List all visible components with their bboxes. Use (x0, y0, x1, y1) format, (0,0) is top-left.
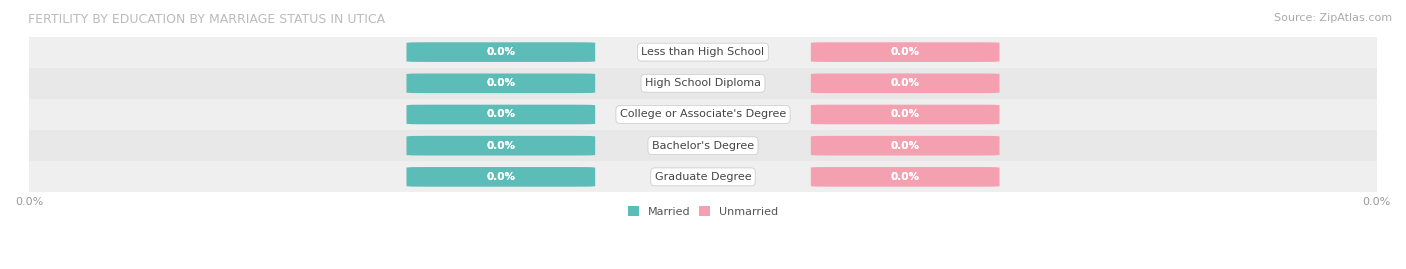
FancyBboxPatch shape (406, 136, 595, 155)
Text: 0.0%: 0.0% (486, 47, 516, 57)
Bar (831, 43, 980, 62)
Text: Graduate Degree: Graduate Degree (655, 172, 751, 182)
FancyBboxPatch shape (811, 136, 1000, 155)
Text: 0.0%: 0.0% (890, 172, 920, 182)
Text: 0.0%: 0.0% (486, 141, 516, 151)
FancyBboxPatch shape (406, 105, 595, 124)
Text: 0.0%: 0.0% (486, 109, 516, 119)
FancyBboxPatch shape (811, 42, 1000, 62)
Bar (831, 105, 980, 124)
FancyBboxPatch shape (811, 73, 1000, 93)
Text: Bachelor's Degree: Bachelor's Degree (652, 141, 754, 151)
Bar (831, 74, 980, 93)
Text: 0.0%: 0.0% (890, 141, 920, 151)
Text: 0.0%: 0.0% (486, 47, 516, 57)
Text: 0.0%: 0.0% (890, 109, 920, 119)
Bar (30, 161, 1376, 192)
Text: Graduate Degree: Graduate Degree (655, 172, 751, 182)
Bar (426, 168, 575, 186)
Bar (831, 168, 980, 186)
Text: Less than High School: Less than High School (641, 47, 765, 57)
Text: Source: ZipAtlas.com: Source: ZipAtlas.com (1274, 13, 1392, 23)
Legend: Married, Unmarried: Married, Unmarried (623, 202, 783, 221)
Text: FERTILITY BY EDUCATION BY MARRIAGE STATUS IN UTICA: FERTILITY BY EDUCATION BY MARRIAGE STATU… (28, 13, 385, 26)
Bar (30, 37, 1376, 68)
Text: High School Diploma: High School Diploma (645, 78, 761, 88)
Text: 0.0%: 0.0% (890, 172, 920, 182)
Bar (426, 105, 575, 124)
Text: College or Associate's Degree: College or Associate's Degree (620, 109, 786, 119)
Text: Bachelor's Degree: Bachelor's Degree (652, 141, 754, 151)
Text: 0.0%: 0.0% (486, 78, 516, 88)
Text: 0.0%: 0.0% (890, 47, 920, 57)
Text: 0.0%: 0.0% (890, 141, 920, 151)
FancyBboxPatch shape (811, 167, 1000, 187)
Text: 0.0%: 0.0% (486, 172, 516, 182)
Bar (831, 136, 980, 155)
Text: 0.0%: 0.0% (890, 109, 920, 119)
Text: College or Associate's Degree: College or Associate's Degree (620, 109, 786, 119)
Text: 0.0%: 0.0% (486, 141, 516, 151)
Text: 0.0%: 0.0% (890, 78, 920, 88)
Bar (426, 74, 575, 93)
Bar (30, 99, 1376, 130)
Text: 0.0%: 0.0% (486, 78, 516, 88)
Bar (426, 136, 575, 155)
Text: High School Diploma: High School Diploma (645, 78, 761, 88)
Text: 0.0%: 0.0% (890, 78, 920, 88)
Bar (30, 130, 1376, 161)
FancyBboxPatch shape (811, 105, 1000, 124)
FancyBboxPatch shape (406, 42, 595, 62)
FancyBboxPatch shape (406, 167, 595, 187)
Bar (426, 43, 575, 62)
Bar (30, 68, 1376, 99)
Text: 0.0%: 0.0% (486, 172, 516, 182)
Text: 0.0%: 0.0% (890, 47, 920, 57)
Text: 0.0%: 0.0% (486, 109, 516, 119)
Text: Less than High School: Less than High School (641, 47, 765, 57)
FancyBboxPatch shape (406, 73, 595, 93)
